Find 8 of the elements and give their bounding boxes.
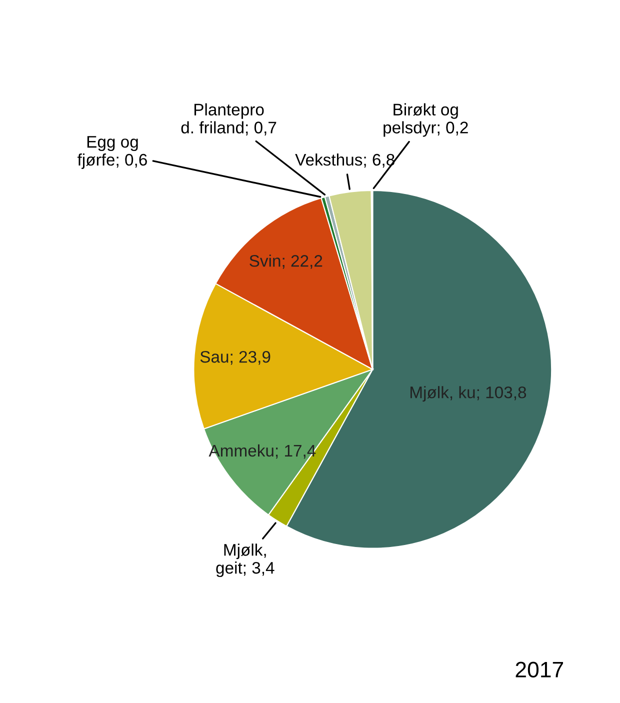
- text: 2017: [516, 662, 564, 678]
- slice-label: Mjølk, geit; 3,4: [216, 544, 274, 578]
- slice-label: Birøkt og pelsdyr; 0,2: [384, 103, 468, 137]
- slice-label: Egg og fjørfe; 0,6: [78, 136, 147, 169]
- slice-label: Sau; 23,9: [200, 350, 270, 365]
- slice-label: Svin; 22,2: [250, 254, 322, 269]
- slice-label: Plantepro d. friland; 0,7: [181, 103, 276, 136]
- slice-label: Mjølk, ku; 103,8: [410, 386, 526, 402]
